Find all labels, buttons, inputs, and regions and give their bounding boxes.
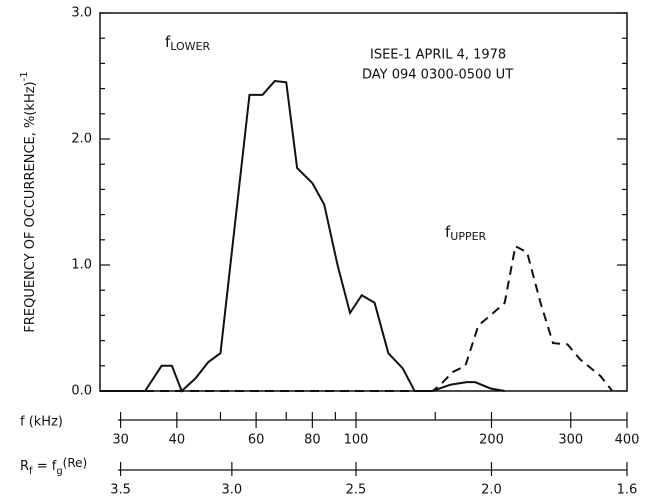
y-axis-label: FREQUENCY OF OCCURRENCE, %(kHz)-1 (19, 71, 38, 332)
r-axis-label-part: (Re) (63, 456, 88, 470)
series-label-main: f (165, 33, 171, 51)
series-label-main: f (445, 223, 451, 241)
x-tick-label: 100 (344, 433, 369, 448)
series-label: fUPPER (445, 223, 487, 244)
x-tick-label: 40 (169, 433, 186, 448)
r-axis-label-part: = f (33, 459, 57, 474)
annotation: DAY 094 0300-0500 UT (362, 68, 513, 83)
y-axis-label-main: FREQUENCY OF OCCURRENCE, %(kHz) (23, 81, 38, 332)
x-tick-label: 400 (615, 433, 640, 448)
r-axis-label: Rf = fg(Re) (20, 456, 87, 478)
series-line (100, 79, 505, 393)
y-tick-label: 1.0 (71, 258, 92, 273)
x-tick-label: 30 (112, 433, 129, 448)
y-tick-label: 2.0 (71, 132, 92, 147)
r-axis-label-part: f (29, 466, 33, 477)
y-axis-label-sup: -1 (19, 71, 30, 81)
r-tick-label: 1.6 (617, 483, 638, 497)
x-tick-label: 300 (558, 433, 583, 448)
annotation: ISEE-1 APRIL 4, 1978 (370, 48, 506, 63)
r-tick-label: 2.5 (346, 483, 367, 497)
x-tick-label: 60 (248, 433, 265, 448)
series-line (100, 244, 614, 392)
x-axis-label: f (kHz) (20, 415, 63, 430)
r-axis-label-part: R (20, 459, 29, 474)
r-axis-label-part: g (56, 466, 62, 477)
y-tick-label: 3.0 (71, 6, 92, 21)
x-tick-label: 200 (479, 433, 504, 448)
series-label: fLOWER (165, 33, 211, 54)
series-label-sub: UPPER (450, 230, 486, 243)
r-tick-label: 2.0 (481, 483, 502, 497)
r-tick-label: 3.5 (110, 483, 131, 497)
y-tick-label: 0.0 (71, 384, 92, 399)
series-label-sub: LOWER (170, 40, 210, 53)
x-tick-label: 80 (304, 433, 321, 448)
r-tick-label: 3.0 (222, 483, 243, 497)
